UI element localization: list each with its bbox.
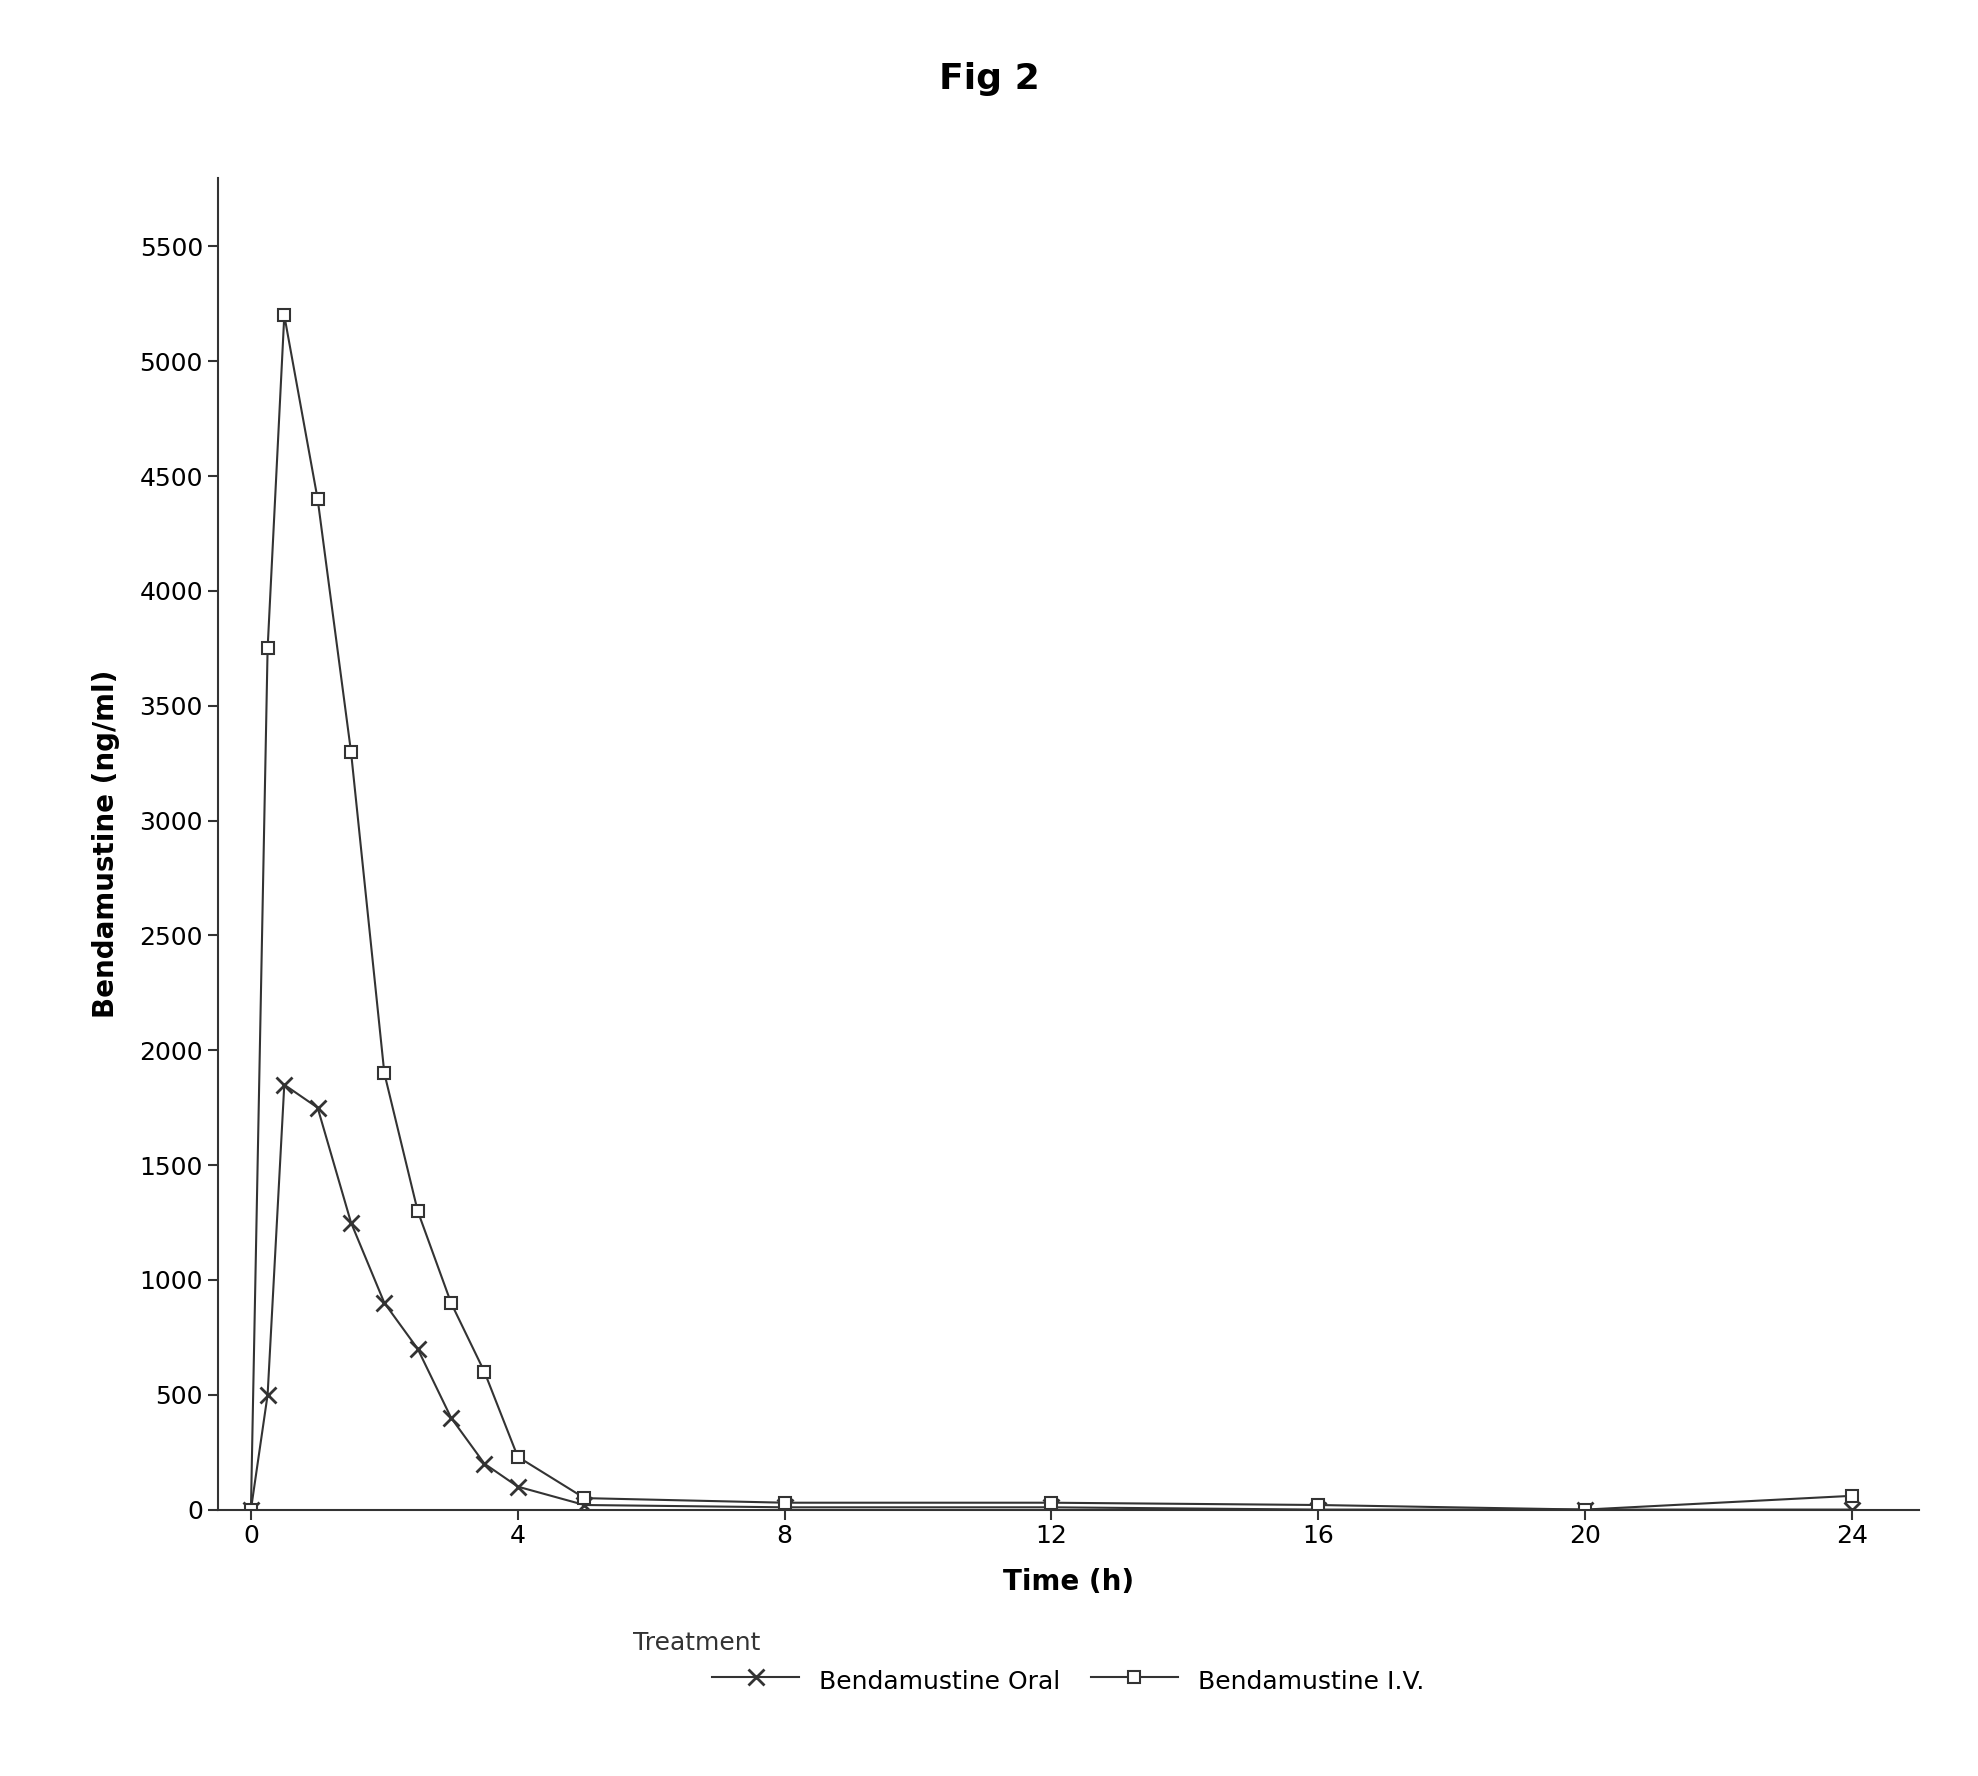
Bendamustine Oral xyxy=(1040,1497,1064,1518)
Bendamustine I.V. xyxy=(439,1293,463,1314)
Line: Bendamustine I.V.: Bendamustine I.V. xyxy=(245,309,1857,1517)
Bendamustine I.V. xyxy=(372,1062,396,1083)
Text: Treatment: Treatment xyxy=(633,1630,760,1655)
Bendamustine Oral xyxy=(255,1384,279,1405)
Bendamustine I.V. xyxy=(572,1488,595,1510)
Bendamustine I.V. xyxy=(1840,1485,1863,1506)
Text: Fig 2: Fig 2 xyxy=(940,62,1038,96)
Bendamustine I.V. xyxy=(255,638,279,659)
Bendamustine Oral xyxy=(1573,1499,1596,1520)
Bendamustine Oral xyxy=(273,1074,297,1096)
Bendamustine Oral xyxy=(338,1211,362,1233)
Bendamustine I.V. xyxy=(273,305,297,327)
Legend: Bendamustine Oral, Bendamustine I.V.: Bendamustine Oral, Bendamustine I.V. xyxy=(702,1655,1434,1705)
Bendamustine Oral xyxy=(773,1497,797,1518)
Y-axis label: Bendamustine (ng/ml): Bendamustine (ng/ml) xyxy=(91,670,121,1018)
Bendamustine I.V. xyxy=(338,741,362,762)
Bendamustine Oral xyxy=(1840,1499,1863,1520)
Bendamustine Oral xyxy=(405,1337,429,1359)
Bendamustine Oral xyxy=(372,1293,396,1314)
Bendamustine Oral xyxy=(572,1494,595,1515)
Bendamustine Oral xyxy=(1305,1499,1329,1520)
Bendamustine Oral xyxy=(439,1407,463,1428)
Line: Bendamustine Oral: Bendamustine Oral xyxy=(243,1076,1859,1517)
Bendamustine Oral xyxy=(473,1453,496,1474)
Bendamustine I.V. xyxy=(473,1360,496,1382)
Bendamustine I.V. xyxy=(405,1201,429,1222)
Bendamustine I.V. xyxy=(1305,1494,1329,1515)
Bendamustine Oral xyxy=(239,1499,263,1520)
Bendamustine I.V. xyxy=(1573,1499,1596,1520)
Bendamustine Oral xyxy=(506,1476,530,1497)
Bendamustine I.V. xyxy=(1040,1492,1064,1513)
Bendamustine I.V. xyxy=(506,1446,530,1467)
Bendamustine I.V. xyxy=(307,488,330,510)
X-axis label: Time (h): Time (h) xyxy=(1003,1568,1133,1595)
Bendamustine I.V. xyxy=(239,1499,263,1520)
Bendamustine I.V. xyxy=(773,1492,797,1513)
Bendamustine Oral xyxy=(307,1098,330,1119)
